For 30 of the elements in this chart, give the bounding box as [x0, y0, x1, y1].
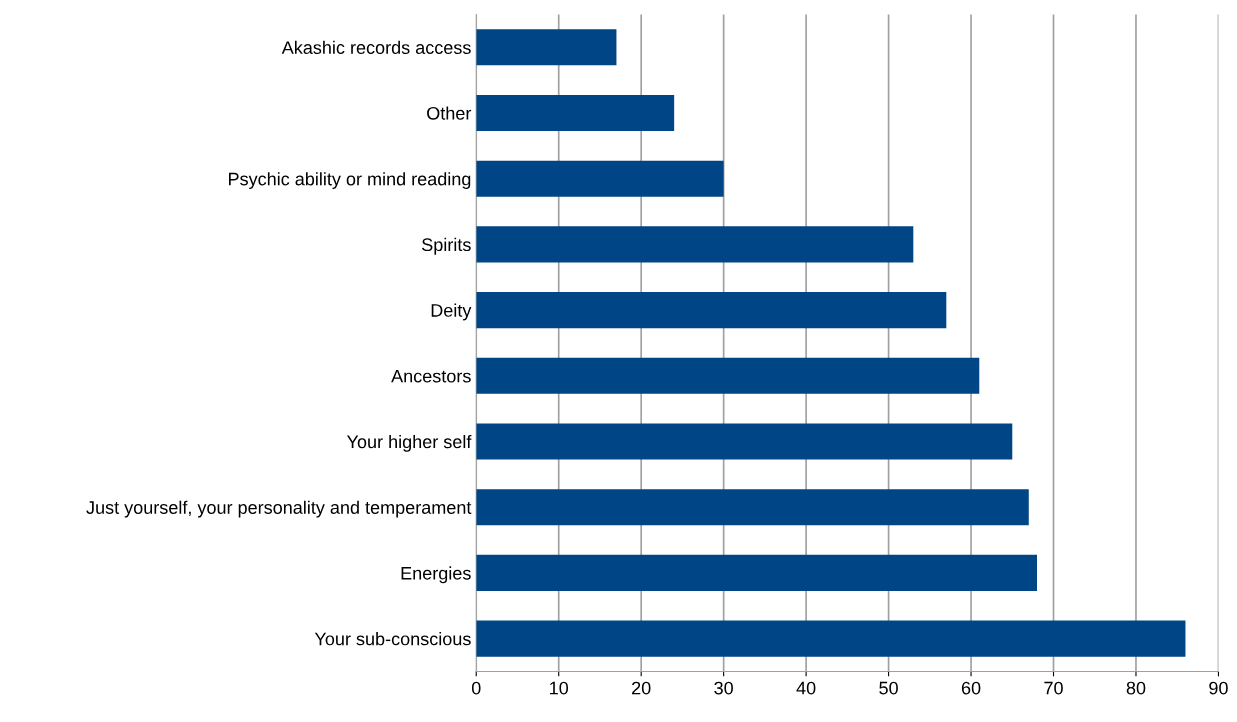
bar	[476, 423, 1013, 460]
bar	[476, 489, 1029, 526]
bar	[476, 292, 947, 329]
x-tick-label: 90	[1209, 681, 1228, 695]
bar	[476, 357, 980, 394]
bar	[476, 226, 914, 263]
y-tick-label: Your higher self	[346, 434, 472, 452]
y-tick-label: Akashic records access	[281, 40, 471, 55]
x-tick-label: 0	[471, 681, 481, 695]
bar	[476, 29, 617, 66]
y-tick-label: Other	[427, 106, 472, 120]
x-tick-label: 50	[879, 681, 898, 695]
x-tick-label: 30	[714, 681, 733, 695]
y-tick-label: Just yourself, your personality and temperament	[86, 500, 472, 518]
bar	[476, 554, 1038, 591]
x-tick-label: 20	[632, 681, 651, 695]
y-tick-label: Deity	[431, 303, 472, 321]
bar	[476, 160, 724, 197]
y-tick-label: Your sub-conscious	[314, 632, 471, 646]
y-tick-label: Energies	[401, 566, 471, 584]
x-tick-label: 10	[550, 681, 569, 695]
x-tick-label: 40	[796, 681, 816, 695]
y-tick-label: Spirits	[422, 237, 471, 255]
x-tick-label: 80	[1126, 681, 1146, 695]
x-tick-label: 60	[961, 681, 981, 695]
y-tick-label: Ancestors	[391, 369, 471, 383]
bar	[476, 94, 675, 132]
x-tick-label: 70	[1044, 681, 1063, 695]
y-tick-label: Psychic ability or mind reading	[229, 172, 471, 189]
bar	[476, 620, 1186, 657]
